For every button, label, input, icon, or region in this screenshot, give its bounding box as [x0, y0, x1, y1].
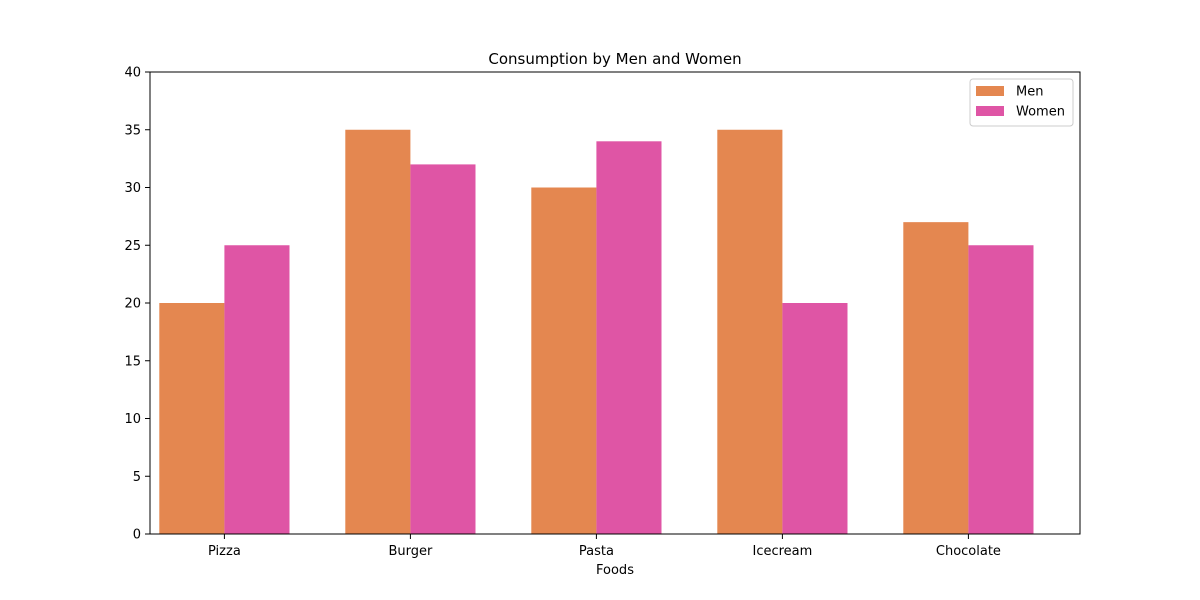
- legend-swatch-men: [976, 86, 1004, 96]
- y-axis: 0 5 10 15 20 25 30 35 40: [124, 66, 150, 543]
- x-tick-label: Chocolate: [936, 544, 1001, 559]
- legend: Men Women: [969, 78, 1074, 127]
- bar-men-pizza: [159, 303, 225, 534]
- bars-layer: [159, 129, 1034, 535]
- bar-women-burger: [410, 164, 476, 534]
- bar-men-pasta: [531, 187, 597, 534]
- bar-men-chocolate: [903, 222, 969, 534]
- y-tick-label: 0: [133, 528, 141, 543]
- bar-women-pizza: [224, 245, 290, 534]
- bar-women-icecream: [782, 303, 848, 534]
- legend-swatch-women: [976, 106, 1004, 116]
- legend-label-women: Women: [1016, 105, 1065, 120]
- y-tick-label: 30: [124, 181, 141, 196]
- legend-label-men: Men: [1016, 85, 1043, 100]
- x-axis: Pizza Burger Pasta Icecream Chocolate: [208, 534, 1001, 559]
- bar-women-chocolate: [968, 245, 1034, 534]
- x-tick-label: Pasta: [579, 544, 614, 559]
- x-tick-label: Pizza: [208, 544, 241, 559]
- x-tick-label: Burger: [388, 544, 433, 559]
- y-tick-label: 25: [124, 239, 141, 254]
- y-tick-label: 35: [124, 123, 141, 138]
- y-tick-label: 20: [124, 297, 141, 312]
- y-tick-label: 15: [124, 354, 141, 369]
- bar-men-burger: [345, 129, 411, 534]
- y-tick-label: 10: [124, 412, 141, 427]
- x-axis-label: Foods: [596, 563, 634, 578]
- chart-title: Consumption by Men and Women: [488, 50, 741, 68]
- bar-women-pasta: [596, 141, 662, 535]
- x-tick-label: Icecream: [752, 544, 812, 559]
- bar-men-icecream: [717, 129, 783, 534]
- y-tick-label: 5: [133, 470, 141, 485]
- y-tick-label: 40: [124, 66, 141, 81]
